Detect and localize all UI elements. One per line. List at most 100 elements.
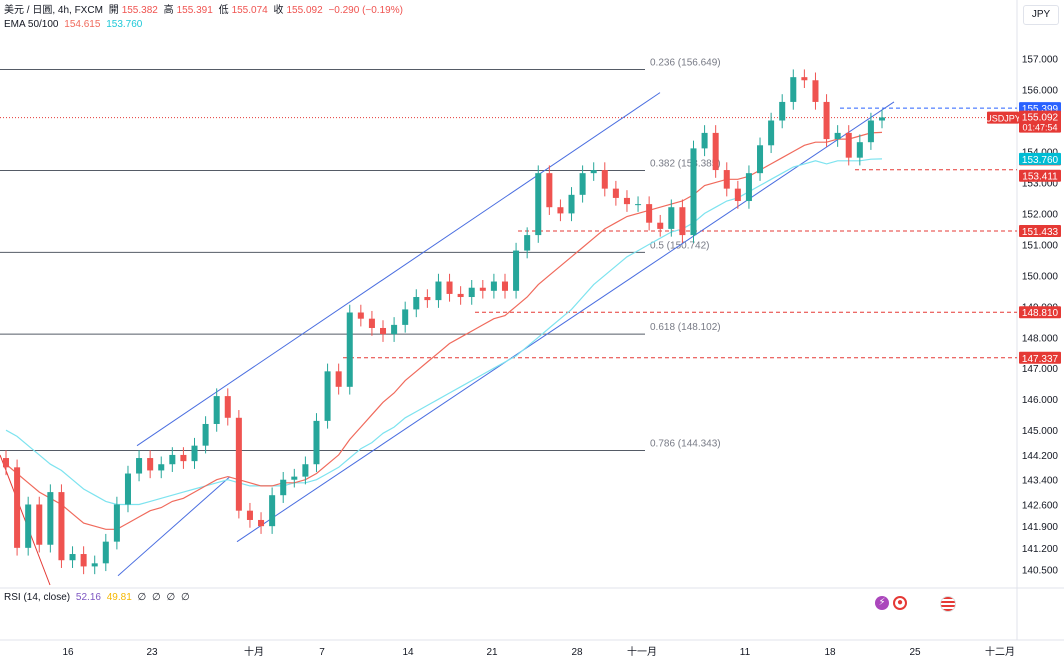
symbol-tag-box (987, 111, 1019, 124)
candle-body (679, 207, 686, 236)
y-tick-label: 148.000 (1022, 333, 1059, 344)
ema50-value: 154.615 (64, 19, 101, 30)
candle (823, 94, 830, 147)
candle-body (136, 458, 143, 474)
candle (535, 165, 542, 243)
ema-legend[interactable]: EMA 50/100 154.615 153.760 (4, 19, 145, 31)
rsi-extra-4: ∅ (181, 592, 190, 603)
last-price-box (1019, 110, 1061, 133)
ema100-line (5, 158, 883, 506)
candle (701, 125, 708, 157)
candle (745, 165, 752, 209)
candle (102, 533, 109, 572)
candle-body (91, 563, 98, 567)
candle (180, 447, 187, 469)
candle-body (701, 132, 708, 149)
high-label: 高 (163, 5, 174, 16)
candle-body (845, 132, 852, 158)
rsi-legend[interactable]: RSI (14, close) 52.16 49.81 ∅ ∅ ∅ ∅ (4, 592, 193, 603)
candle (501, 273, 508, 299)
candle (790, 69, 797, 110)
candle-body (657, 222, 664, 229)
candle-body (124, 473, 131, 505)
candle-body (546, 173, 553, 208)
candle-body (768, 120, 775, 146)
candle-body (391, 324, 398, 335)
price-label-148: 148.810 (1022, 308, 1059, 319)
candle (557, 199, 564, 222)
candle-body (646, 204, 653, 223)
x-tick-label: 11 (740, 647, 751, 658)
candle (812, 72, 819, 110)
candle-body (812, 80, 819, 102)
candle (413, 289, 420, 318)
y-tick-label: 153.000 (1022, 178, 1059, 189)
candle (490, 273, 497, 299)
price-label-153-box (1019, 169, 1061, 182)
y-tick-label: 150.000 (1022, 271, 1059, 282)
candle (801, 69, 808, 88)
last-price-label: 155.092 (1022, 113, 1059, 124)
candle-body (424, 297, 431, 301)
candle (768, 112, 775, 154)
candle (80, 546, 87, 575)
y-tick-label: 157.000 (1022, 55, 1059, 66)
candle-body (246, 510, 253, 520)
ema100-value: 153.760 (106, 19, 143, 30)
channel-left (117, 476, 231, 577)
candle-body (224, 396, 231, 418)
low-label: 低 (218, 5, 229, 16)
rsi-extra-2: ∅ (152, 592, 161, 603)
x-tick-label: 25 (909, 647, 921, 658)
candle (601, 162, 608, 197)
candle (136, 450, 143, 482)
y-tick-label: 141.900 (1022, 522, 1059, 533)
low-value: 155.074 (231, 5, 268, 16)
record-icon[interactable]: ● (893, 596, 907, 610)
candle-body (47, 492, 54, 545)
candle (856, 134, 863, 166)
x-tick-label: 16 (62, 647, 74, 658)
candle-body (202, 423, 209, 446)
candle-body (856, 142, 863, 158)
candle (380, 320, 387, 342)
y-tick-label: 140.500 (1022, 566, 1059, 577)
candle (313, 413, 320, 472)
candle-body (790, 77, 797, 102)
candle-body (867, 120, 874, 143)
candle (191, 437, 198, 469)
x-tick-label: 23 (146, 647, 158, 658)
price-label-high: 155.399 (1022, 104, 1059, 115)
us-flag-icon[interactable] (940, 596, 956, 612)
candle (845, 125, 852, 166)
candle-body (235, 417, 242, 511)
open-label: 開 (108, 5, 119, 16)
candle-body (712, 132, 719, 171)
countdown-label: 01:47:54 (1022, 123, 1057, 133)
candle (124, 465, 131, 513)
candle (258, 512, 265, 534)
candle (834, 125, 841, 147)
candle-body (180, 454, 187, 462)
rsi-extra-3: ∅ (166, 592, 176, 603)
candle-body (734, 188, 741, 202)
candle (357, 304, 364, 327)
x-tick-label: 28 (571, 647, 583, 658)
price-label-151-box (1019, 224, 1061, 237)
candle (590, 162, 597, 181)
symbol-tag: USDJPY (985, 114, 1021, 124)
candle (679, 199, 686, 243)
candle (734, 180, 741, 209)
price-label-147-box (1019, 351, 1061, 364)
y-tick-label: 147.000 (1022, 364, 1059, 375)
fib-label: 0.236 (156.649) (650, 57, 721, 68)
currency-button[interactable]: JPY (1023, 5, 1059, 25)
candle (69, 546, 76, 568)
candle (435, 273, 442, 308)
candle (479, 279, 486, 299)
flash-icon[interactable]: ⚡ (875, 596, 889, 610)
candle (723, 162, 730, 197)
y-tick-label: 145.000 (1022, 426, 1059, 437)
candle-body (823, 101, 830, 140)
